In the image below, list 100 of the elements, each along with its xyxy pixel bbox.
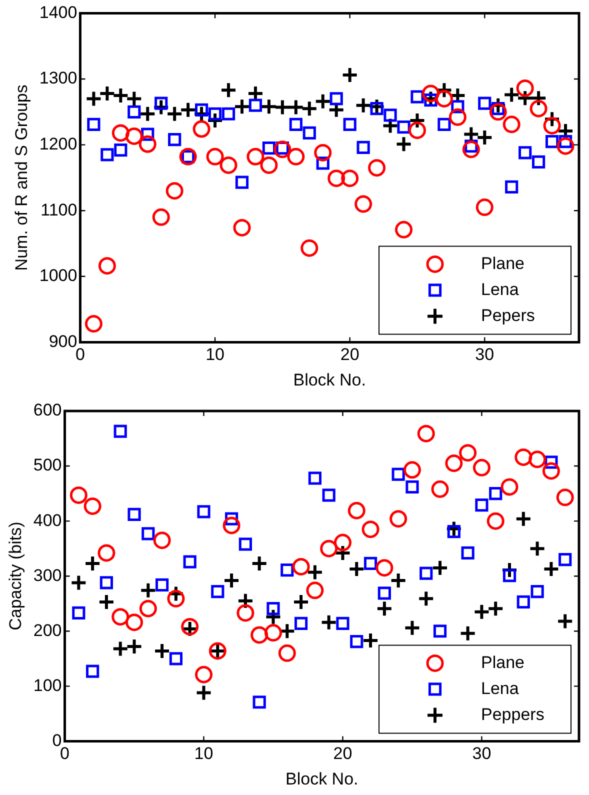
x-axis-title: Block No. xyxy=(286,769,358,788)
y-tick-label: 400 xyxy=(33,510,62,530)
point xyxy=(98,84,116,102)
point xyxy=(384,108,397,122)
point xyxy=(348,502,366,520)
point xyxy=(302,126,316,140)
point xyxy=(266,602,280,616)
point xyxy=(289,118,302,131)
point xyxy=(476,129,494,146)
point xyxy=(364,556,378,570)
point xyxy=(292,558,310,576)
point xyxy=(392,468,405,481)
x-axis-title: Block No. xyxy=(293,370,366,390)
point xyxy=(545,134,559,148)
point xyxy=(322,488,336,502)
point xyxy=(154,642,171,660)
point xyxy=(420,566,433,580)
point xyxy=(287,98,304,116)
legend-label: Plane xyxy=(481,652,524,672)
point xyxy=(87,118,100,131)
point xyxy=(556,488,574,506)
point xyxy=(140,582,157,599)
point xyxy=(84,497,102,515)
point xyxy=(542,560,560,578)
point xyxy=(348,560,366,578)
x-tick-label: 20 xyxy=(333,744,352,764)
point xyxy=(514,448,532,466)
point xyxy=(168,132,182,146)
point xyxy=(128,105,141,118)
point xyxy=(408,112,426,129)
x-tick-label: 20 xyxy=(340,345,360,364)
point xyxy=(476,198,494,216)
y-axis-title: Capacity (bits) xyxy=(6,522,25,630)
point xyxy=(390,572,407,590)
y-tick-label: 1200 xyxy=(39,134,78,154)
y-tick-label: 300 xyxy=(33,566,62,585)
point xyxy=(264,624,282,642)
point xyxy=(142,527,155,540)
x-tick-label: 10 xyxy=(194,744,214,764)
point xyxy=(308,472,322,485)
legend-label: Lena xyxy=(481,280,520,299)
point xyxy=(336,616,350,630)
point xyxy=(292,593,310,610)
point xyxy=(206,148,224,166)
point xyxy=(154,96,168,110)
point xyxy=(195,684,212,702)
point xyxy=(447,524,460,538)
point xyxy=(356,140,370,154)
point xyxy=(516,595,530,609)
point xyxy=(418,590,435,608)
point xyxy=(438,118,451,131)
point xyxy=(156,578,169,592)
point xyxy=(260,156,278,174)
point xyxy=(180,101,197,118)
point xyxy=(287,148,305,166)
point xyxy=(300,100,318,118)
point xyxy=(514,510,532,528)
point xyxy=(489,103,507,121)
point xyxy=(85,90,102,108)
point xyxy=(558,553,572,566)
point xyxy=(274,98,291,116)
point xyxy=(306,564,324,581)
point xyxy=(252,696,266,709)
point xyxy=(138,135,156,153)
point xyxy=(350,635,364,648)
legend-label: Pepers xyxy=(481,306,535,325)
point xyxy=(408,122,426,140)
point xyxy=(84,315,102,333)
point xyxy=(246,148,264,166)
point xyxy=(220,82,238,99)
point xyxy=(362,520,380,538)
point xyxy=(197,505,210,518)
point xyxy=(233,98,250,116)
point xyxy=(98,544,116,562)
point xyxy=(362,632,380,649)
y-tick-label: 1000 xyxy=(39,266,78,286)
point xyxy=(222,107,236,120)
point xyxy=(208,107,222,120)
y-tick-label: 1300 xyxy=(39,68,78,88)
point xyxy=(126,638,143,656)
point xyxy=(167,590,185,608)
point xyxy=(475,498,488,512)
point xyxy=(487,600,504,618)
point xyxy=(370,102,384,116)
point xyxy=(100,576,114,590)
point xyxy=(112,608,130,626)
point xyxy=(112,124,130,142)
point xyxy=(395,136,412,153)
point xyxy=(152,208,170,226)
point xyxy=(543,116,561,134)
point xyxy=(502,116,520,134)
point xyxy=(433,624,447,638)
point xyxy=(376,600,393,618)
point xyxy=(328,170,346,188)
point xyxy=(343,118,356,131)
point xyxy=(183,555,196,568)
point xyxy=(125,127,143,145)
legend-label: Lena xyxy=(481,678,520,698)
point xyxy=(528,450,546,468)
point xyxy=(542,462,560,480)
